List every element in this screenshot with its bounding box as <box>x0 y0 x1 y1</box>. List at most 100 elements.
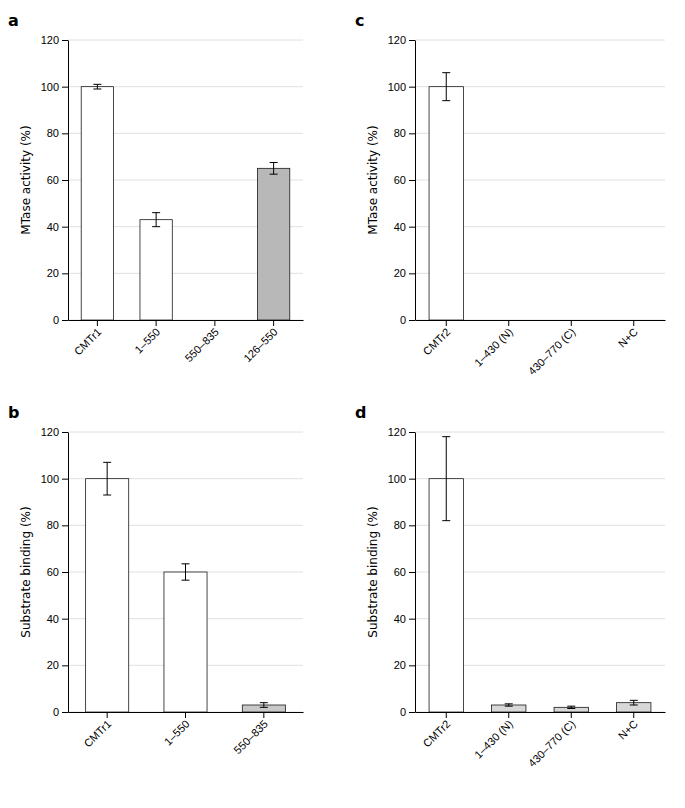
y-tick-label: 60 <box>47 174 59 186</box>
grid <box>415 40 665 320</box>
x-tick: 430–770 (C) <box>526 712 578 769</box>
y-tick: 100 <box>41 473 68 485</box>
y-tick: 60 <box>47 566 68 578</box>
axis-line <box>68 41 69 321</box>
error-bar <box>270 163 278 175</box>
y-tick-label: 40 <box>394 613 406 625</box>
axis-line <box>415 433 416 713</box>
y-tick-label: 100 <box>41 81 59 93</box>
error-bar <box>630 700 638 705</box>
y-tick-mark <box>409 227 415 228</box>
x-tick-mark <box>508 712 509 718</box>
y-tick-mark <box>62 273 68 274</box>
y-tick-mark <box>409 619 415 620</box>
y-tick-mark <box>409 180 415 181</box>
x-tick: 550–835 <box>231 712 270 756</box>
x-tick-mark <box>156 320 157 326</box>
y-tick-mark <box>62 479 68 480</box>
y-tick-mark <box>62 133 68 134</box>
y-tick: 80 <box>47 519 68 531</box>
plot-area <box>429 437 651 712</box>
y-tick-label: 80 <box>394 519 406 531</box>
y-tick-mark <box>62 619 68 620</box>
bar <box>554 320 588 321</box>
grid <box>68 432 303 712</box>
error-bar-line <box>152 226 160 227</box>
error-bar-line <box>442 100 450 101</box>
axis-line <box>416 320 666 321</box>
error-bar-line <box>505 703 513 704</box>
bar <box>140 220 172 320</box>
grid-line <box>68 432 303 433</box>
y-tick: 60 <box>394 174 415 186</box>
y-tick-mark <box>409 665 415 666</box>
x-tick-label: 1–430 (N) <box>472 326 515 369</box>
y-tick-label: 0 <box>53 314 59 326</box>
error-bar-line <box>567 706 575 707</box>
y-tick-label: 80 <box>47 127 59 139</box>
panel: CMTr21–430 (N)430–770 (C)N+C020406080100… <box>355 11 666 377</box>
y-tick-mark <box>62 572 68 573</box>
x-tick-mark <box>571 320 572 326</box>
bar <box>429 87 463 320</box>
y-tick-mark <box>409 87 415 88</box>
error-bar-line <box>103 462 111 463</box>
error-bar-line <box>446 437 447 521</box>
y-tick: 120 <box>388 34 415 46</box>
y-tick-label: 100 <box>388 473 406 485</box>
y-tick-mark <box>409 572 415 573</box>
y-tick: 40 <box>394 221 415 233</box>
x-tick: 430–770 (C) <box>526 320 578 377</box>
error-bar-line <box>93 84 101 85</box>
x-tick-mark <box>446 320 447 326</box>
error-bar-line <box>442 436 450 437</box>
panel-label: a <box>8 11 19 30</box>
plot-area <box>81 84 290 320</box>
x-axis: CMTr11–550550–835126–550 <box>69 320 304 364</box>
bar <box>199 320 231 321</box>
panel-label: d <box>355 403 366 422</box>
y-tick-mark <box>409 479 415 480</box>
x-tick-mark <box>508 320 509 326</box>
x-tick: CMTr2 <box>421 712 453 749</box>
y-tick-mark <box>409 133 415 134</box>
x-axis: CMTr11–550550–835 <box>69 712 304 756</box>
plot-area <box>429 73 463 320</box>
x-tick-mark <box>97 320 98 326</box>
y-tick-label: 20 <box>47 659 59 671</box>
x-tick-label: CMTr2 <box>421 718 453 750</box>
panel-label: c <box>355 11 364 30</box>
x-tick-label: CMTr1 <box>72 326 104 358</box>
x-tick-label: 1–430 (N) <box>472 718 515 761</box>
y-tick: 80 <box>394 127 415 139</box>
x-tick: CMTr1 <box>72 320 104 357</box>
y-axis: 020406080100120 <box>41 426 69 718</box>
y-axis: 020406080100120 <box>388 426 416 718</box>
y-tick-mark <box>409 40 415 41</box>
y-tick: 20 <box>47 267 68 279</box>
y-tick: 40 <box>47 613 68 625</box>
bar <box>86 479 129 712</box>
y-axis-title: MTase activity (%) <box>19 125 33 234</box>
error-bar-line <box>107 462 108 495</box>
x-tick-mark <box>107 712 108 718</box>
bar <box>81 87 113 320</box>
x-tick-label: 430–770 (C) <box>526 718 578 770</box>
y-tick-mark <box>62 665 68 666</box>
panel: CMTr11–550550–835020406080100120Substrat… <box>8 403 304 756</box>
error-bar-line <box>442 520 450 521</box>
y-tick: 0 <box>53 314 68 326</box>
y-tick-mark <box>62 712 68 713</box>
y-tick-label: 60 <box>394 566 406 578</box>
y-tick: 20 <box>394 659 415 671</box>
y-tick: 80 <box>394 519 415 531</box>
x-tick: 1–430 (N) <box>472 320 515 369</box>
error-bar <box>152 213 160 227</box>
error-bar-line <box>93 89 101 90</box>
y-tick: 100 <box>41 81 68 93</box>
error-bar-line <box>630 700 638 701</box>
bar <box>492 705 526 712</box>
y-axis-title: MTase activity (%) <box>366 125 380 234</box>
error-bar-line <box>182 580 190 581</box>
axis-line <box>69 320 304 321</box>
